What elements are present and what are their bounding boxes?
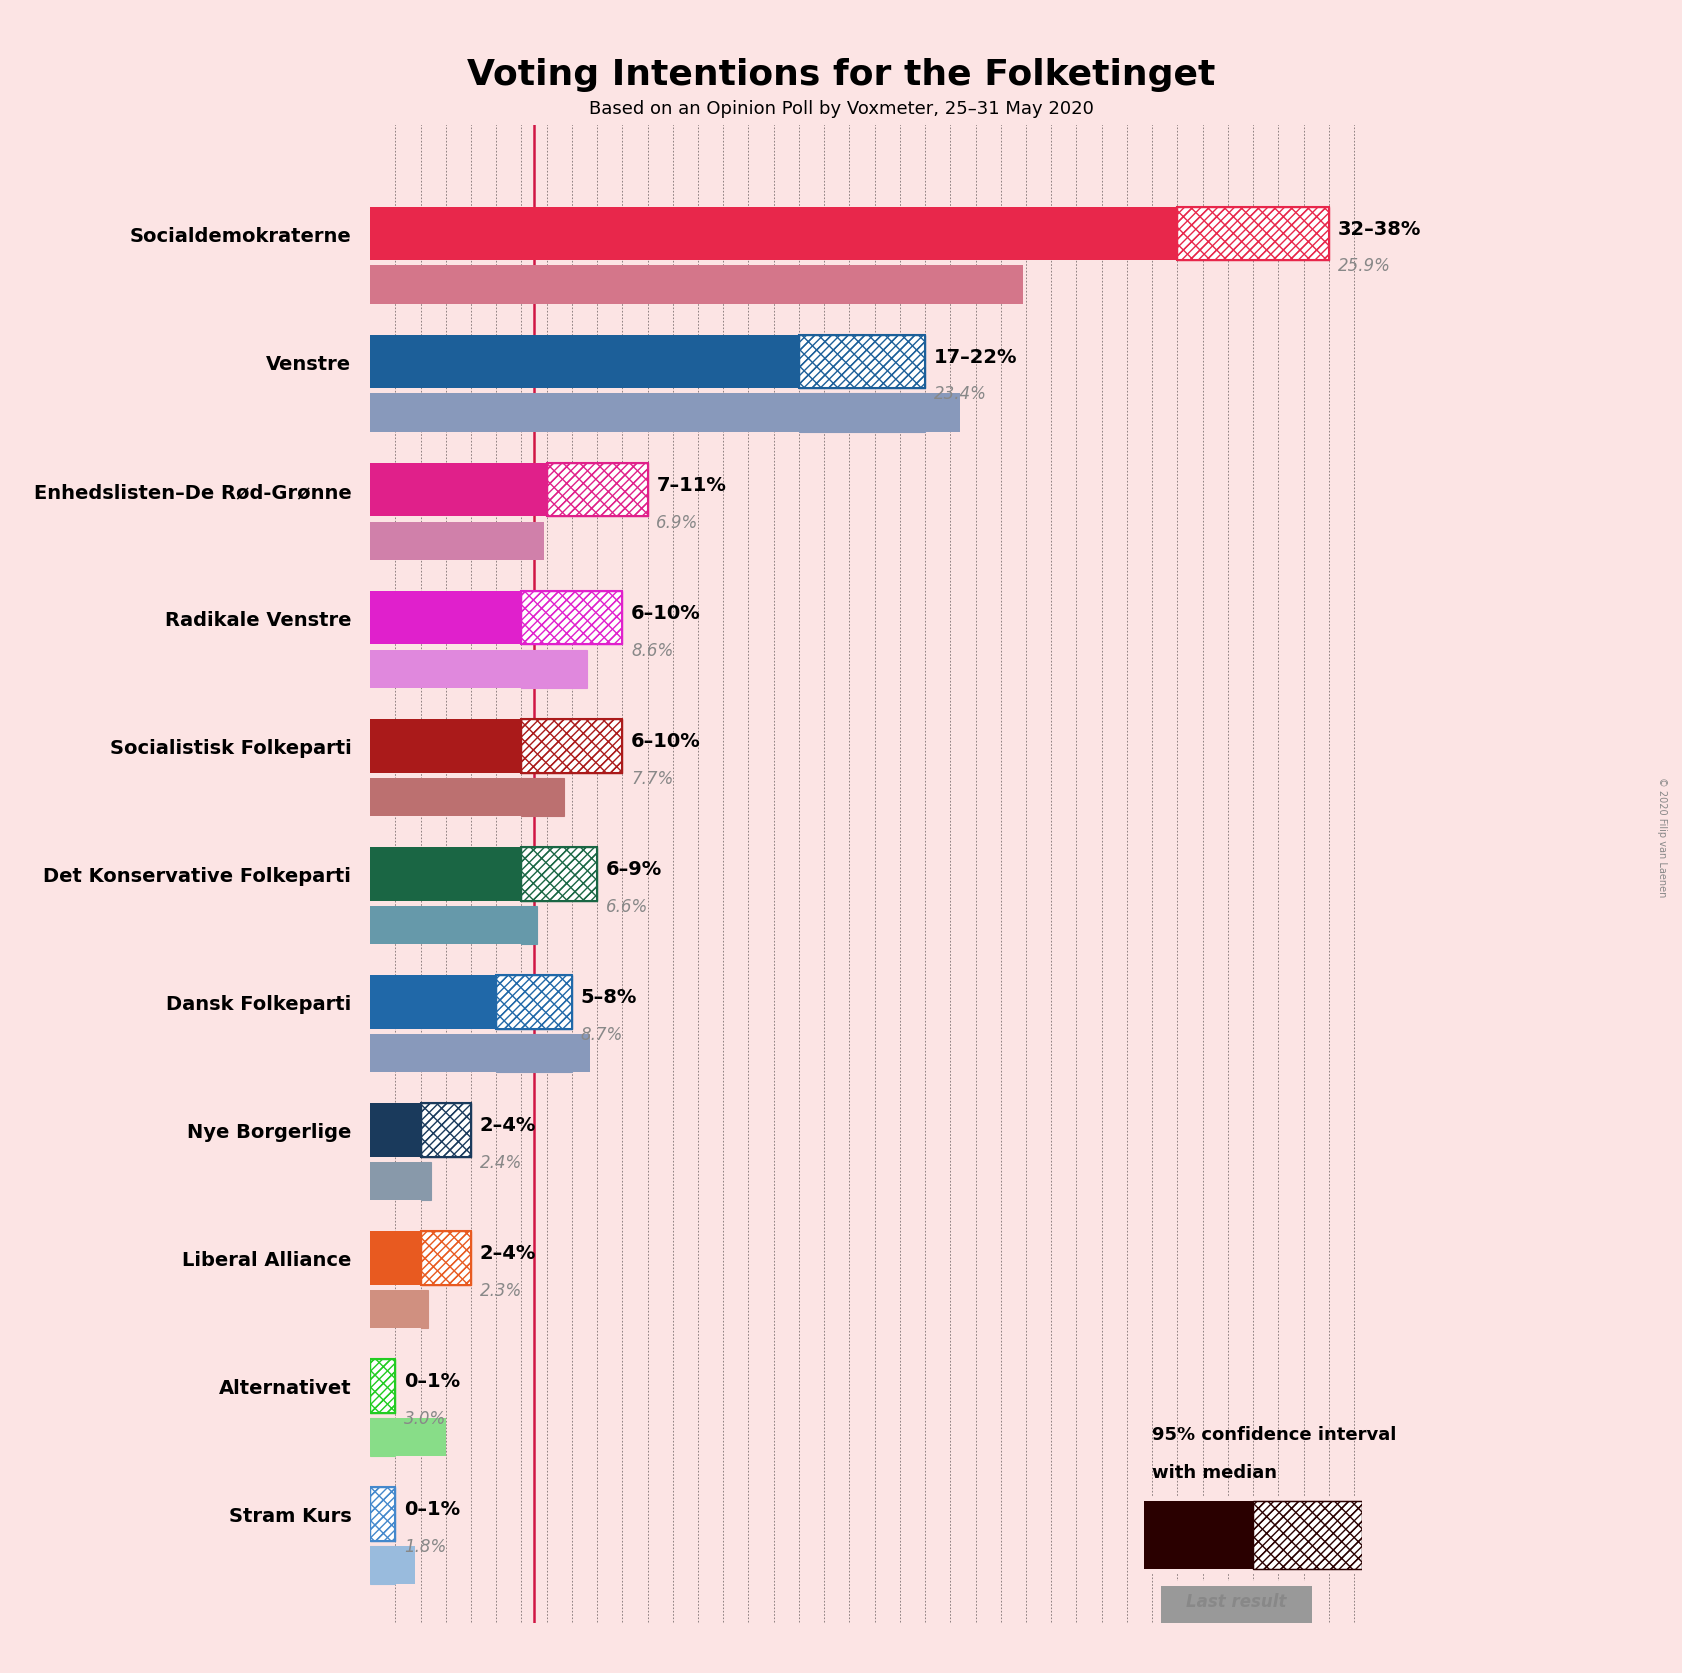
Bar — [370, 1103, 420, 1158]
Text: 3.0%: 3.0% — [404, 1409, 446, 1427]
Text: 6–10%: 6–10% — [631, 731, 701, 751]
Bar — [521, 719, 622, 773]
Bar — [420, 1231, 471, 1285]
Bar — [521, 847, 597, 902]
Text: Voting Intentions for the Folketinget: Voting Intentions for the Folketinget — [468, 59, 1214, 92]
Bar — [496, 975, 572, 1029]
Bar — [370, 1290, 427, 1328]
Text: 17–22%: 17–22% — [934, 348, 1018, 366]
Bar — [370, 651, 587, 689]
Bar — [420, 1231, 471, 1285]
Text: 25.9%: 25.9% — [1337, 258, 1391, 276]
Text: 8.6%: 8.6% — [631, 641, 673, 659]
Bar — [370, 847, 521, 902]
Text: 2–4%: 2–4% — [479, 1116, 537, 1134]
Bar — [799, 395, 925, 433]
Bar — [547, 463, 648, 517]
Bar — [521, 591, 622, 646]
Bar — [370, 719, 521, 773]
Bar — [370, 1546, 415, 1584]
Bar — [1253, 1501, 1362, 1569]
Text: 8.7%: 8.7% — [580, 1026, 622, 1042]
Bar — [799, 335, 925, 390]
Bar — [370, 778, 563, 816]
Text: 2.4%: 2.4% — [479, 1153, 521, 1171]
Bar — [521, 719, 622, 773]
Text: © 2020 Filip van Laenen: © 2020 Filip van Laenen — [1657, 776, 1667, 897]
Bar — [420, 1290, 427, 1328]
Bar — [370, 522, 545, 560]
Bar — [370, 266, 1023, 304]
Bar — [370, 1034, 589, 1072]
Bar — [370, 1487, 395, 1541]
Bar — [521, 847, 597, 902]
Bar — [370, 1546, 395, 1584]
Bar — [496, 975, 572, 1029]
Bar — [420, 1231, 471, 1285]
Bar — [547, 463, 648, 517]
Bar — [370, 335, 799, 390]
Bar — [547, 463, 648, 517]
Bar — [370, 1487, 395, 1541]
Bar — [370, 463, 547, 517]
Bar — [370, 907, 537, 945]
Bar — [1177, 207, 1329, 261]
Text: 7.7%: 7.7% — [631, 770, 673, 788]
Text: 23.4%: 23.4% — [934, 385, 987, 403]
Bar — [370, 1419, 446, 1457]
Text: with median: with median — [1152, 1464, 1277, 1481]
Bar — [799, 335, 925, 390]
Text: Based on an Opinion Poll by Voxmeter, 25–31 May 2020: Based on an Opinion Poll by Voxmeter, 25… — [589, 100, 1093, 117]
Bar — [1144, 1501, 1253, 1569]
Bar — [420, 1163, 431, 1201]
Text: 7–11%: 7–11% — [656, 475, 727, 495]
Bar — [1253, 1501, 1362, 1569]
Bar — [1161, 1586, 1312, 1623]
Text: 6–10%: 6–10% — [631, 604, 701, 622]
Bar — [1177, 207, 1329, 261]
Bar — [521, 778, 563, 816]
Bar — [370, 1419, 395, 1457]
Bar — [420, 1103, 471, 1158]
Text: 2.3%: 2.3% — [479, 1282, 521, 1298]
Text: 32–38%: 32–38% — [1337, 219, 1421, 239]
Bar — [370, 1358, 395, 1414]
Bar — [521, 591, 622, 646]
Text: 5–8%: 5–8% — [580, 987, 637, 1007]
Bar — [370, 1163, 431, 1201]
Bar — [521, 847, 597, 902]
Bar — [370, 1358, 395, 1414]
Bar — [496, 1034, 572, 1072]
Bar — [521, 907, 537, 945]
Bar — [420, 1103, 471, 1158]
Bar — [799, 335, 925, 390]
Text: 6.6%: 6.6% — [606, 897, 648, 915]
Bar — [370, 591, 521, 646]
Bar — [521, 651, 587, 689]
Text: 95% confidence interval: 95% confidence interval — [1152, 1425, 1396, 1442]
Text: 2–4%: 2–4% — [479, 1243, 537, 1263]
Bar — [370, 395, 960, 433]
Bar — [370, 1358, 395, 1414]
Text: 6.9%: 6.9% — [656, 514, 698, 532]
Text: 0–1%: 0–1% — [404, 1372, 461, 1390]
Bar — [370, 975, 496, 1029]
Bar — [370, 207, 1177, 261]
Bar — [521, 719, 622, 773]
Text: Last result: Last result — [1186, 1593, 1287, 1609]
Bar — [521, 591, 622, 646]
Text: 0–1%: 0–1% — [404, 1499, 461, 1519]
Bar — [1177, 207, 1329, 261]
Bar — [420, 1103, 471, 1158]
Text: 1.8%: 1.8% — [404, 1537, 446, 1554]
Bar — [370, 1487, 395, 1541]
Bar — [496, 975, 572, 1029]
Bar — [1253, 1501, 1362, 1569]
Text: 6–9%: 6–9% — [606, 860, 663, 878]
Bar — [370, 1231, 420, 1285]
